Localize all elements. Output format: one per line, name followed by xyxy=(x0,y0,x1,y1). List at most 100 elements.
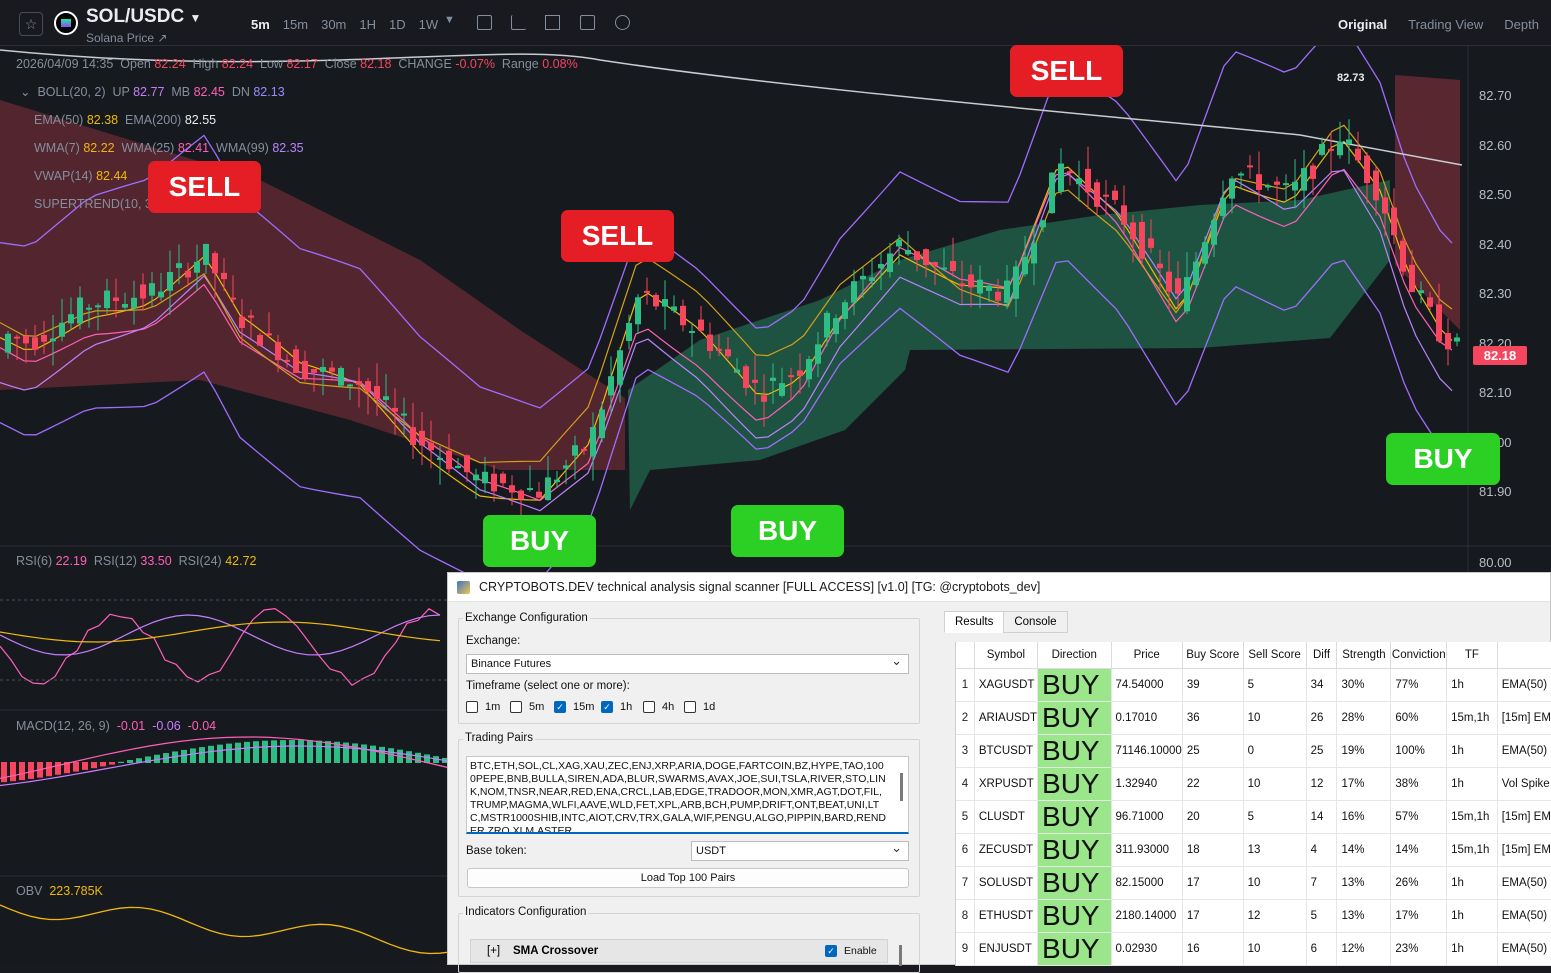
candle-body xyxy=(806,359,812,380)
timeframe-5m[interactable]: 5m xyxy=(251,17,270,32)
table-row[interactable]: 1 XAGUSDT BUY 74.54000 39 5 34 30% 77% 1h EMA(50) xyxy=(956,668,1551,702)
timeframe-checkbox-1d[interactable]: 1d xyxy=(684,701,715,713)
pair-subtitle[interactable]: Solana Price ↗ xyxy=(86,31,167,45)
timeframe-1w[interactable]: 1W xyxy=(418,17,439,32)
cell-strength: 13% xyxy=(1336,899,1392,933)
macd-histogram-bar xyxy=(190,748,196,763)
timeframe-15m[interactable]: 15m xyxy=(282,17,309,32)
tab-results[interactable]: Results xyxy=(944,611,1005,633)
timeframe-more-icon[interactable]: ▼ xyxy=(444,14,455,26)
macd-histogram-bar xyxy=(433,756,439,763)
buy-signal-badge: BUY xyxy=(731,505,844,557)
table-row[interactable]: 4 XRPUSDT BUY 1.32940 22 10 12 17% 38% 1h Vol Spik… xyxy=(956,767,1551,801)
column-header-conviction[interactable]: Conviction xyxy=(1390,642,1448,669)
macd-histogram-bar xyxy=(154,754,160,763)
range-value: 0.08% xyxy=(542,57,578,71)
results-tabs: Results Console xyxy=(944,611,1068,633)
indicators-icon[interactable] xyxy=(545,15,560,30)
timeframe-checkbox-5m[interactable]: 5m xyxy=(510,701,544,713)
timeframe-checkbox-1h[interactable]: ✓ 1h xyxy=(601,701,632,713)
indicators-scrollbar[interactable] xyxy=(899,945,902,966)
cell-price: 311.93000 xyxy=(1111,833,1183,867)
cell-sell: 0 xyxy=(1243,734,1307,768)
candle-body xyxy=(311,369,317,373)
candle-body xyxy=(869,277,875,281)
exchange-select[interactable]: Binance Futures xyxy=(466,652,909,674)
table-row[interactable]: 2 ARIAUSDT BUY 0.17010 36 10 26 28% 60% 15m,1h [15… xyxy=(956,701,1551,735)
boll-dn-label: DN xyxy=(231,85,250,99)
chart-line-icon[interactable] xyxy=(511,15,526,30)
cell-direction: BUY xyxy=(1037,701,1112,735)
cell-direction: SELL xyxy=(1037,965,1112,966)
pair-title[interactable]: SOL/USDC ▼ xyxy=(86,6,201,28)
candle-body xyxy=(788,375,794,378)
favorite-star-icon[interactable]: ☆ xyxy=(19,12,43,36)
view-original[interactable]: Original xyxy=(1338,17,1388,32)
column-header-diff[interactable]: Diff xyxy=(1306,642,1338,669)
table-row[interactable]: 5 CLUSDT BUY 96.71000 20 5 14 16% 57% 15m,1h [15m]… xyxy=(956,800,1551,834)
trading-pairs-textarea[interactable]: BTC,ETH,SOL,CL,XAG,XAU,ZEC,ENJ,XRP,ARIA,… xyxy=(466,756,909,834)
timeframe-1h[interactable]: 1H xyxy=(359,17,377,32)
macd-histogram-bar xyxy=(199,747,205,763)
view-depth[interactable]: Depth xyxy=(1504,17,1539,32)
macd-histogram-bar xyxy=(298,740,304,763)
timeframe-checkbox-1m[interactable]: 1m xyxy=(466,701,500,713)
column-header-price[interactable]: Price xyxy=(1111,642,1183,669)
candle-body xyxy=(257,335,263,346)
vwap-label: VWAP(14) xyxy=(34,169,93,183)
chevron-down-icon[interactable]: ▼ xyxy=(189,11,202,25)
pairs-scrollbar[interactable] xyxy=(900,773,903,801)
candle-body xyxy=(419,430,425,446)
macd-value-1: -0.01 xyxy=(116,719,146,733)
column-header-buy-score[interactable]: Buy Score xyxy=(1182,642,1244,669)
base-token-select[interactable]: USDT xyxy=(691,839,909,861)
indicators-config-label: Indicators Configuration xyxy=(463,906,589,918)
column-header-tf[interactable]: TF xyxy=(1446,642,1498,669)
table-row[interactable]: 8 ETHUSDT BUY 2180.14000 17 12 5 13% 17% 1h EMA(50… xyxy=(956,899,1551,933)
table-row[interactable]: 7 SOLUSDT BUY 82.15000 17 10 7 13% 26% 1h EMA(50) xyxy=(956,866,1551,900)
view-trading-view[interactable]: Trading View xyxy=(1408,17,1484,32)
sma-crossover-row[interactable]: [+] SMA Crossover ✓ Enable xyxy=(470,939,888,963)
gear-icon[interactable] xyxy=(615,15,630,30)
settings-list-icon[interactable] xyxy=(580,15,595,30)
cell-buy: 14 xyxy=(1182,965,1244,966)
table-row[interactable]: 9 ENJUSDT BUY 0.02930 16 10 6 12% 23% 1h EMA(50) xyxy=(956,932,1551,966)
column-header-reasons[interactable] xyxy=(1497,642,1551,669)
macd-histogram-bar xyxy=(100,762,106,767)
column-header-sell-score[interactable]: Sell Score xyxy=(1243,642,1307,669)
candle-body xyxy=(725,349,731,357)
table-row[interactable]: 10ENJUSDTSELL0.029331415112%3%15mEMA(50) xyxy=(956,965,1551,966)
column-header-direction[interactable]: Direction xyxy=(1037,642,1112,669)
tab-console[interactable]: Console xyxy=(1003,611,1068,633)
cell-diff: 6 xyxy=(1306,932,1338,966)
candle-body xyxy=(1319,144,1325,155)
obv-label: OBV xyxy=(16,884,43,898)
macd-line xyxy=(0,736,451,779)
column-header-symbol[interactable]: Symbol xyxy=(974,642,1039,669)
boll-legend[interactable]: ⌄ BOLL(20, 2) UP 82.77 MB 82.45 DN 82.13 xyxy=(20,84,285,99)
timeframe-30m[interactable]: 30m xyxy=(321,17,347,32)
candle-body xyxy=(14,336,20,339)
timeframe-checkbox-15m[interactable]: ✓ 15m xyxy=(554,701,594,713)
table-header-row: Symbol Direction Price Buy Score Sell Score D… xyxy=(956,642,1551,669)
macd-histogram-bar xyxy=(235,742,241,763)
sma-enable-checkbox[interactable]: ✓ Enable xyxy=(825,945,877,957)
macd-histogram-bar xyxy=(55,762,61,775)
candle-body xyxy=(410,427,416,446)
candle-body xyxy=(779,383,785,396)
timeframe-checkbox-4h[interactable]: 4h xyxy=(643,701,674,713)
calendar-icon[interactable] xyxy=(477,15,492,30)
table-row[interactable]: 6 ZECUSDT BUY 311.93000 18 13 4 14% 14% 15m,1h [15… xyxy=(956,833,1551,867)
results-table-container[interactable]: Symbol Direction Price Buy Score Sell Score D… xyxy=(955,642,1551,966)
timeframe-1d[interactable]: 1D xyxy=(389,17,406,32)
cell-note: EMA(50) xyxy=(1497,899,1551,933)
expand-toggle[interactable]: [+] xyxy=(487,945,501,957)
collapse-chevron-icon[interactable]: ⌄ xyxy=(20,85,31,99)
checkbox-box xyxy=(684,701,696,713)
table-row[interactable]: 3 BTCUSDT BUY 71146.10000 25 0 25 19% 100% 1h EMA(… xyxy=(956,734,1551,768)
cell-strength: 16% xyxy=(1336,800,1392,834)
macd-histogram-bar xyxy=(253,741,259,763)
load-top-pairs-button[interactable]: Load Top 100 Pairs xyxy=(467,868,909,888)
column-header-strength[interactable]: Strength xyxy=(1336,642,1392,669)
boll-dn-value: 82.13 xyxy=(253,85,285,99)
